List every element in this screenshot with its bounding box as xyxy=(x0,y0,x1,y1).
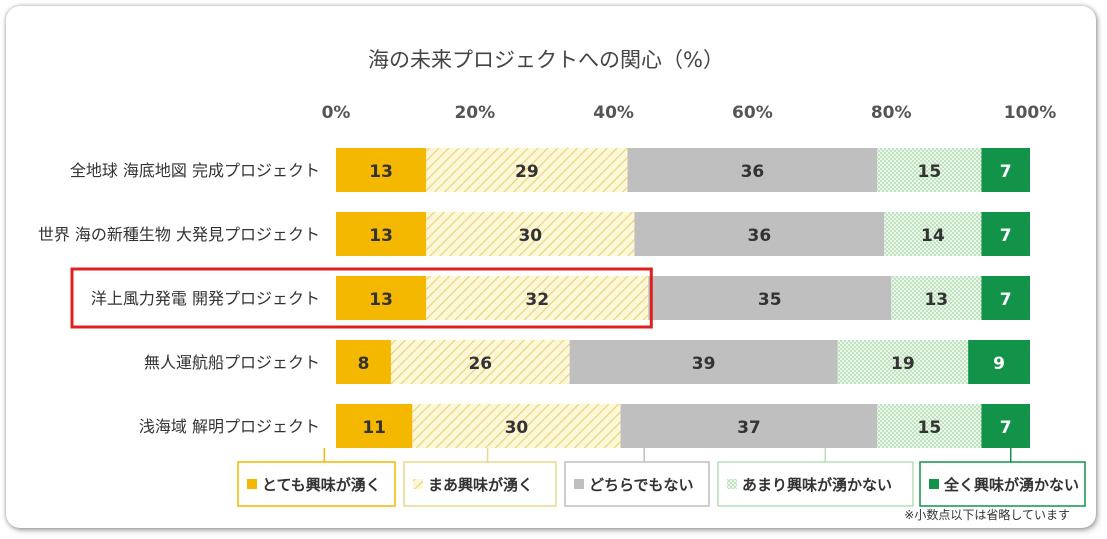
legend-item: 全く興味が湧かない xyxy=(919,448,1086,507)
legend-box xyxy=(717,461,914,507)
legend-item: まあ興味が湧く xyxy=(403,448,557,507)
legend-label: まあ興味が湧く xyxy=(428,476,533,494)
legend-box xyxy=(237,461,396,507)
category-label: 洋上風力発電 開発プロジェクト xyxy=(91,289,320,308)
bar-segment xyxy=(648,276,892,320)
bar-segment xyxy=(877,148,982,192)
category-label: 世界 海の新種生物 大発見プロジェクト xyxy=(38,225,320,244)
bar-segment xyxy=(336,340,391,384)
data-label: 8 xyxy=(358,354,370,374)
bar-segment xyxy=(336,404,413,448)
bar-segment xyxy=(426,276,649,320)
legend-item: どちらでもない xyxy=(564,448,710,507)
data-label: 19 xyxy=(891,354,915,374)
x-axis-ticks: 0% 20% 40% 60% 80% 100% xyxy=(322,103,1057,123)
legend-swatch xyxy=(413,479,423,489)
data-label: 15 xyxy=(918,162,942,182)
bar-segment xyxy=(569,340,838,384)
bar-segment xyxy=(877,404,982,448)
data-label: 7 xyxy=(1000,290,1012,310)
legend-box xyxy=(564,461,710,507)
highlight-box xyxy=(70,267,653,329)
legend-swatch xyxy=(727,479,737,489)
bar-segment xyxy=(336,148,427,192)
bar-segment xyxy=(981,404,1030,448)
legend-label: とても興味が湧く xyxy=(262,476,381,494)
data-label: 30 xyxy=(518,226,542,246)
data-label: 14 xyxy=(921,226,945,246)
data-label: 15 xyxy=(918,418,942,438)
stacked-bar-chart: 海の未来プロジェクトへの関心（%） 0% 20% 40% 60% 80% 100% 全地球… xyxy=(38,48,1086,522)
x-tick-label: 20% xyxy=(454,103,495,123)
data-label: 11 xyxy=(362,418,386,438)
bar-segment xyxy=(426,212,635,256)
data-label: 7 xyxy=(1000,226,1012,246)
legend-box xyxy=(403,461,557,507)
bar-segment xyxy=(968,340,1030,384)
bar-segment xyxy=(891,276,982,320)
data-label: 13 xyxy=(369,226,393,246)
bar-segment xyxy=(390,340,570,384)
data-label: 37 xyxy=(737,418,761,438)
data-label: 30 xyxy=(505,418,529,438)
data-label: 13 xyxy=(369,290,393,310)
bar-segment xyxy=(426,148,628,192)
x-tick-label: 40% xyxy=(593,103,634,123)
chart-card: 海の未来プロジェクトへの関心（%） 0% 20% 40% 60% 80% 100% 全地球… xyxy=(6,6,1096,528)
data-label: 29 xyxy=(515,162,539,182)
bar-segment xyxy=(884,212,982,256)
legend-swatch xyxy=(574,479,584,489)
chart-title: 海の未来プロジェクトへの関心（%） xyxy=(368,48,724,72)
data-label: 9 xyxy=(993,354,1005,374)
data-label: 39 xyxy=(692,354,716,374)
bar-segment xyxy=(837,340,969,384)
legend-label: どちらでもない xyxy=(589,476,694,494)
category-label: 浅海域 解明プロジェクト xyxy=(139,417,320,436)
legend-item: あまり興味が湧かない xyxy=(717,448,914,507)
highlight-box-layer xyxy=(70,267,653,329)
bar-segment xyxy=(627,148,878,192)
legend-swatch xyxy=(929,479,939,489)
data-label: 13 xyxy=(924,290,948,310)
legend-swatch xyxy=(247,479,257,489)
x-tick-label: 60% xyxy=(732,103,773,123)
bar-segment xyxy=(620,404,878,448)
legend-label: 全く興味が湧かない xyxy=(943,476,1079,494)
x-tick-label: 80% xyxy=(871,103,912,123)
category-label: 全地球 海底地図 完成プロジェクト xyxy=(70,161,320,180)
bar-segment xyxy=(412,404,621,448)
data-label: 36 xyxy=(741,162,765,182)
data-label: 32 xyxy=(525,290,549,310)
x-tick-label: 100% xyxy=(1004,103,1057,123)
legend: とても興味が湧く まあ興味が湧く どちらでもない あまり興味が湧かない 全く興味が湧かな… xyxy=(237,448,1086,507)
bar-segment xyxy=(336,212,427,256)
data-label: 36 xyxy=(748,226,772,246)
legend-box xyxy=(919,461,1086,507)
data-label: 26 xyxy=(468,354,492,374)
data-label: 35 xyxy=(758,290,782,310)
x-tick-label: 0% xyxy=(322,103,351,123)
data-label: 13 xyxy=(369,162,393,182)
bar-segment xyxy=(981,212,1030,256)
bars: 13 29 36 15 7 13 30 36 14 7 13 32 35 13 7 8 26 39 19 9 11 30 3… xyxy=(336,148,1030,448)
footnote: ※小数点以下は省略しています xyxy=(904,507,1070,522)
bar-segment xyxy=(634,212,885,256)
bar-segment xyxy=(981,276,1030,320)
category-label: 無人運航船プロジェクト xyxy=(144,353,320,372)
data-label: 7 xyxy=(1000,162,1012,182)
legend-label: あまり興味が湧かない xyxy=(742,476,892,494)
bar-segment xyxy=(336,276,427,320)
bar-segment xyxy=(981,148,1030,192)
legend-item: とても興味が湧く xyxy=(237,448,396,507)
data-label: 7 xyxy=(1000,418,1012,438)
